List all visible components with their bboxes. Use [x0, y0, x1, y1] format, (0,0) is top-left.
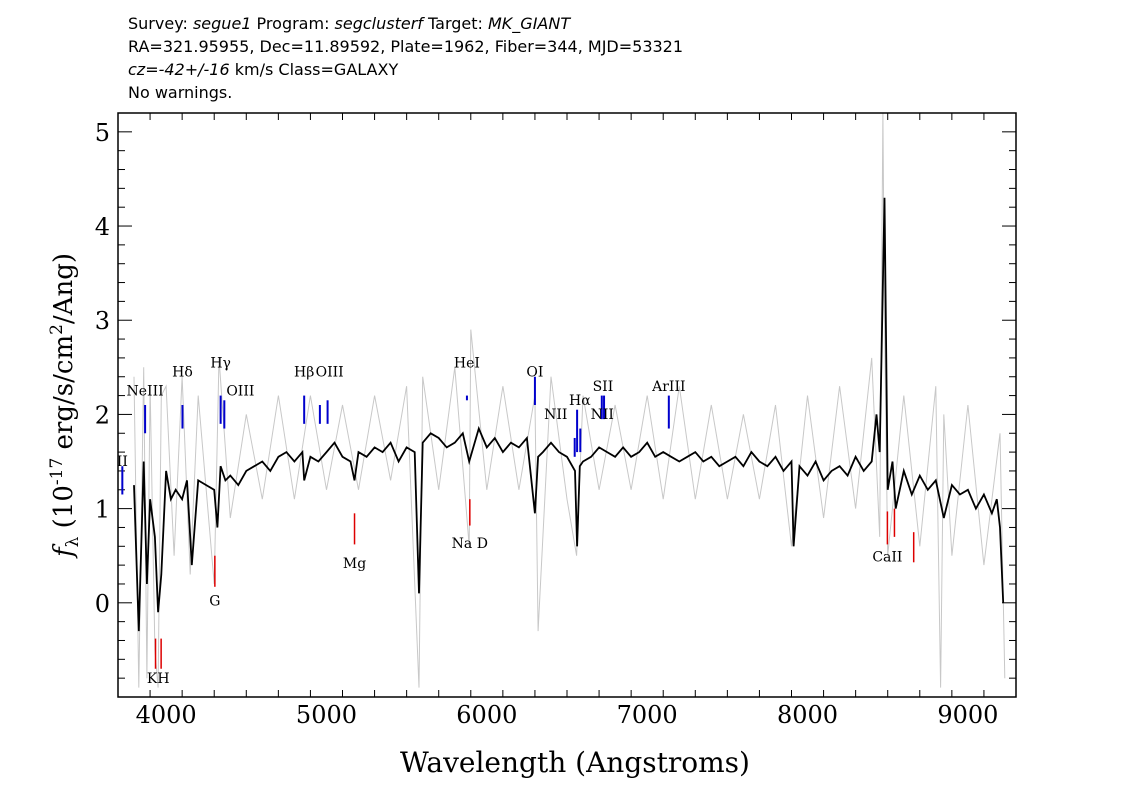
y-tick-label: 4 — [95, 213, 110, 241]
absorption-line-label: KH — [147, 671, 170, 687]
x-tick-label: 7000 — [617, 701, 678, 729]
y-tick-label: 1 — [95, 496, 110, 524]
survey-label: Survey: — [128, 14, 193, 33]
y-tick-label: 3 — [95, 307, 110, 335]
target-value: MK_GIANT — [488, 14, 571, 33]
emission-line-label: II — [117, 454, 128, 470]
emission-line-label: SII — [593, 379, 614, 395]
redshift-value: cz=-42+/-16 — [128, 60, 230, 79]
absorption-line-label: G — [209, 594, 220, 610]
emission-line-label: Hδ — [172, 365, 193, 381]
emission-line-label: NII — [591, 407, 614, 423]
emission-line-label: NeIII — [127, 384, 164, 400]
y-tick-label: 2 — [95, 401, 110, 429]
header-line-2: RA=321.95955, Dec=11.89592, Plate=1962, … — [128, 37, 684, 56]
emission-line-label: OIII — [316, 365, 344, 381]
x-tick-label: 5000 — [296, 701, 357, 729]
emission-line-label: ArIII — [651, 379, 685, 395]
emission-line-label: Hα — [569, 393, 591, 409]
flux-spectrum-line — [133, 197, 1005, 632]
emission-line-label: OI — [526, 365, 543, 381]
header-line-1: Survey: segue1 Program: segclusterf Targ… — [128, 12, 683, 35]
absorption-line-label: Mg — [343, 556, 366, 572]
x-axis-label: Wavelength (Angstroms) — [400, 746, 750, 779]
emission-line-label: NII — [544, 407, 567, 423]
emission-line-label: HeI — [454, 355, 480, 371]
emission-line-label: OIII — [226, 384, 254, 400]
header-line-3: cz=-42+/-16 km/s Class=GALAXY — [128, 58, 683, 81]
error-spectrum-line — [133, 113, 1006, 688]
program-label: Program: — [251, 14, 335, 33]
emission-line-label: Hβ — [294, 365, 314, 381]
target-label: Target: — [422, 14, 488, 33]
x-tick-label: 9000 — [937, 701, 998, 729]
spectrum-header: Survey: segue1 Program: segclusterf Targ… — [128, 12, 683, 104]
absorption-line-label: CaII — [872, 549, 902, 565]
program-value: segclusterf — [334, 14, 423, 33]
x-tick-label: 4000 — [136, 701, 197, 729]
x-tick-label: 8000 — [777, 701, 838, 729]
emission-line-label: Hγ — [210, 355, 231, 371]
class-label: km/s Class=GALAXY — [229, 60, 399, 79]
x-tick-label: 6000 — [456, 701, 517, 729]
y-tick-label: 0 — [95, 590, 110, 618]
y-axis-label: fλ (10-17 erg/s/cm2/Ang) — [47, 253, 83, 559]
y-tick-label: 5 — [95, 119, 110, 147]
survey-value: segue1 — [192, 14, 252, 33]
absorption-line-label: Na D — [452, 536, 488, 552]
header-line-4: No warnings. — [128, 83, 233, 102]
